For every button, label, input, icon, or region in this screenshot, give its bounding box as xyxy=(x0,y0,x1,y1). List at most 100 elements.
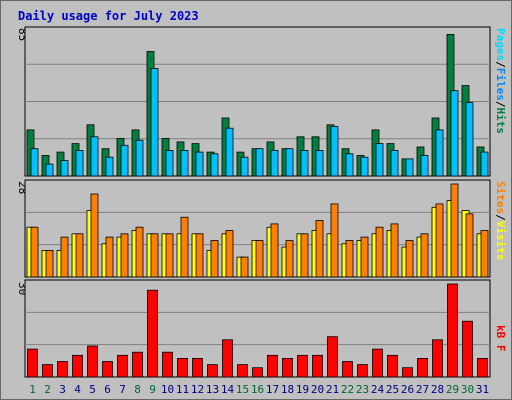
chart-title: Daily usage for July 2023 xyxy=(18,9,199,23)
day-label-1: 1 xyxy=(29,383,36,396)
legend-sep: / xyxy=(494,61,507,68)
bar-kbf-kb-f-day-29 xyxy=(447,283,458,378)
bar-visits-sites-day-7 xyxy=(120,233,129,278)
day-label-17: 17 xyxy=(266,383,279,396)
day-label-16: 16 xyxy=(251,383,264,396)
bar-hits-files-day-20 xyxy=(315,149,324,177)
bar-hits-files-day-5 xyxy=(90,136,99,177)
bar-hits-files-day-12 xyxy=(195,151,204,177)
bar-visits-sites-day-29 xyxy=(450,183,459,278)
bar-kbf-kb-f-day-17 xyxy=(267,354,278,378)
legend-hits: Pages/Files/Hits xyxy=(494,28,507,134)
bar-kbf-kb-f-day-23 xyxy=(357,364,368,378)
bar-visits-sites-day-8 xyxy=(135,226,144,278)
bar-visits-sites-day-21 xyxy=(330,203,339,278)
day-label-11: 11 xyxy=(176,383,189,396)
bar-kbf-kb-f-day-19 xyxy=(297,354,308,378)
bar-hits-files-day-15 xyxy=(240,156,249,177)
legend-sep: / xyxy=(494,214,507,221)
day-label-29: 29 xyxy=(446,383,459,396)
day-label-27: 27 xyxy=(416,383,429,396)
bar-visits-sites-day-2 xyxy=(45,249,54,278)
bar-kbf-kb-f-day-2 xyxy=(42,364,53,378)
day-label-6: 6 xyxy=(104,383,111,396)
bar-hits-files-day-31 xyxy=(480,151,489,177)
bar-hits-files-day-13 xyxy=(210,153,219,177)
bar-visits-sites-day-28 xyxy=(435,203,444,278)
bar-visits-sites-day-24 xyxy=(375,226,384,278)
bar-kbf-kb-f-day-16 xyxy=(252,367,263,378)
bar-visits-sites-day-3 xyxy=(60,236,69,278)
bar-visits-sites-day-27 xyxy=(420,233,429,278)
bar-visits-sites-day-20 xyxy=(315,220,324,278)
day-label-10: 10 xyxy=(161,383,174,396)
legend-sep: / xyxy=(494,101,507,108)
legend-sites: Sites xyxy=(494,181,507,214)
bar-visits-sites-day-26 xyxy=(405,240,414,278)
bar-hits-files-day-14 xyxy=(225,127,234,177)
legend-kbf: kB F xyxy=(494,325,507,352)
bar-kbf-kb-f-day-18 xyxy=(282,357,293,378)
day-label-7: 7 xyxy=(119,383,126,396)
bar-kbf-kb-f-day-28 xyxy=(432,339,443,378)
day-label-24: 24 xyxy=(371,383,385,396)
bar-visits-sites-day-6 xyxy=(105,236,114,278)
day-label-23: 23 xyxy=(356,383,369,396)
bar-visits-sites-day-30 xyxy=(465,213,474,278)
bar-hits-files-day-23 xyxy=(360,156,369,177)
bar-kbf-kb-f-day-6 xyxy=(102,361,113,378)
bar-hits-files-day-1 xyxy=(30,148,39,177)
bar-kbf-kb-f-day-3 xyxy=(57,361,68,378)
day-label-9: 9 xyxy=(149,383,156,396)
bar-visits-sites-day-13 xyxy=(210,240,219,278)
bar-kbf-kb-f-day-26 xyxy=(402,367,413,378)
bar-hits-files-day-4 xyxy=(75,149,84,177)
day-label-8: 8 xyxy=(134,383,141,396)
bar-hits-files-day-6 xyxy=(105,156,114,177)
bar-visits-sites-day-23 xyxy=(360,236,369,278)
bar-hits-files-day-8 xyxy=(135,139,144,177)
bar-kbf-kb-f-day-22 xyxy=(342,361,353,378)
bar-hits-files-day-9 xyxy=(150,68,159,177)
bar-kbf-kb-f-day-21 xyxy=(327,336,338,378)
day-label-20: 20 xyxy=(311,383,324,396)
bar-kbf-kb-f-day-8 xyxy=(132,351,143,378)
day-label-18: 18 xyxy=(281,383,294,396)
bar-kbf-kb-f-day-20 xyxy=(312,354,323,378)
bar-hits-files-day-30 xyxy=(465,102,474,177)
bar-kbf-kb-f-day-4 xyxy=(72,354,83,378)
legend-f: F xyxy=(494,345,507,352)
bar-kbf-kb-f-day-10 xyxy=(162,351,173,378)
bar-hits-files-day-29 xyxy=(450,90,459,177)
legend-pages: Pages xyxy=(494,28,507,61)
bar-kbf-kb-f-day-1 xyxy=(27,348,38,378)
bar-visits-sites-day-25 xyxy=(390,223,399,278)
bar-visits-sites-day-5 xyxy=(90,193,99,278)
bar-visits-sites-day-19 xyxy=(300,233,309,278)
bar-visits-sites-day-14 xyxy=(225,230,234,278)
bar-kbf-kb-f-day-15 xyxy=(237,364,248,378)
day-label-14: 14 xyxy=(221,383,235,396)
bar-hits-files-day-26 xyxy=(405,158,414,177)
bar-kbf-kb-f-day-25 xyxy=(387,354,398,378)
bar-kbf-kb-f-day-13 xyxy=(207,364,218,378)
day-label-21: 21 xyxy=(326,383,339,396)
bar-hits-files-day-11 xyxy=(180,149,189,177)
bar-visits-sites-day-22 xyxy=(345,240,354,278)
bar-kbf-kb-f-day-9 xyxy=(147,289,158,378)
bar-hits-files-day-19 xyxy=(300,149,309,177)
bar-hits-files-day-16 xyxy=(255,148,264,177)
bar-visits-sites-day-17 xyxy=(270,223,279,278)
bar-hits-files-day-27 xyxy=(420,155,429,177)
day-label-31: 31 xyxy=(476,383,489,396)
bar-hits-files-day-7 xyxy=(120,144,129,177)
bar-kbf-kb-f-day-5 xyxy=(87,345,98,378)
legend-visits-word: Visits xyxy=(494,221,507,261)
bar-hits-files-day-2 xyxy=(45,163,54,177)
bar-visits-sites-day-31 xyxy=(480,230,489,278)
day-label-2: 2 xyxy=(44,383,51,396)
bar-hits-files-day-17 xyxy=(270,149,279,177)
bar-visits-sites-day-10 xyxy=(165,233,174,278)
bar-kbf-kb-f-day-27 xyxy=(417,357,428,378)
legend-hits-word: Hits xyxy=(494,108,507,135)
